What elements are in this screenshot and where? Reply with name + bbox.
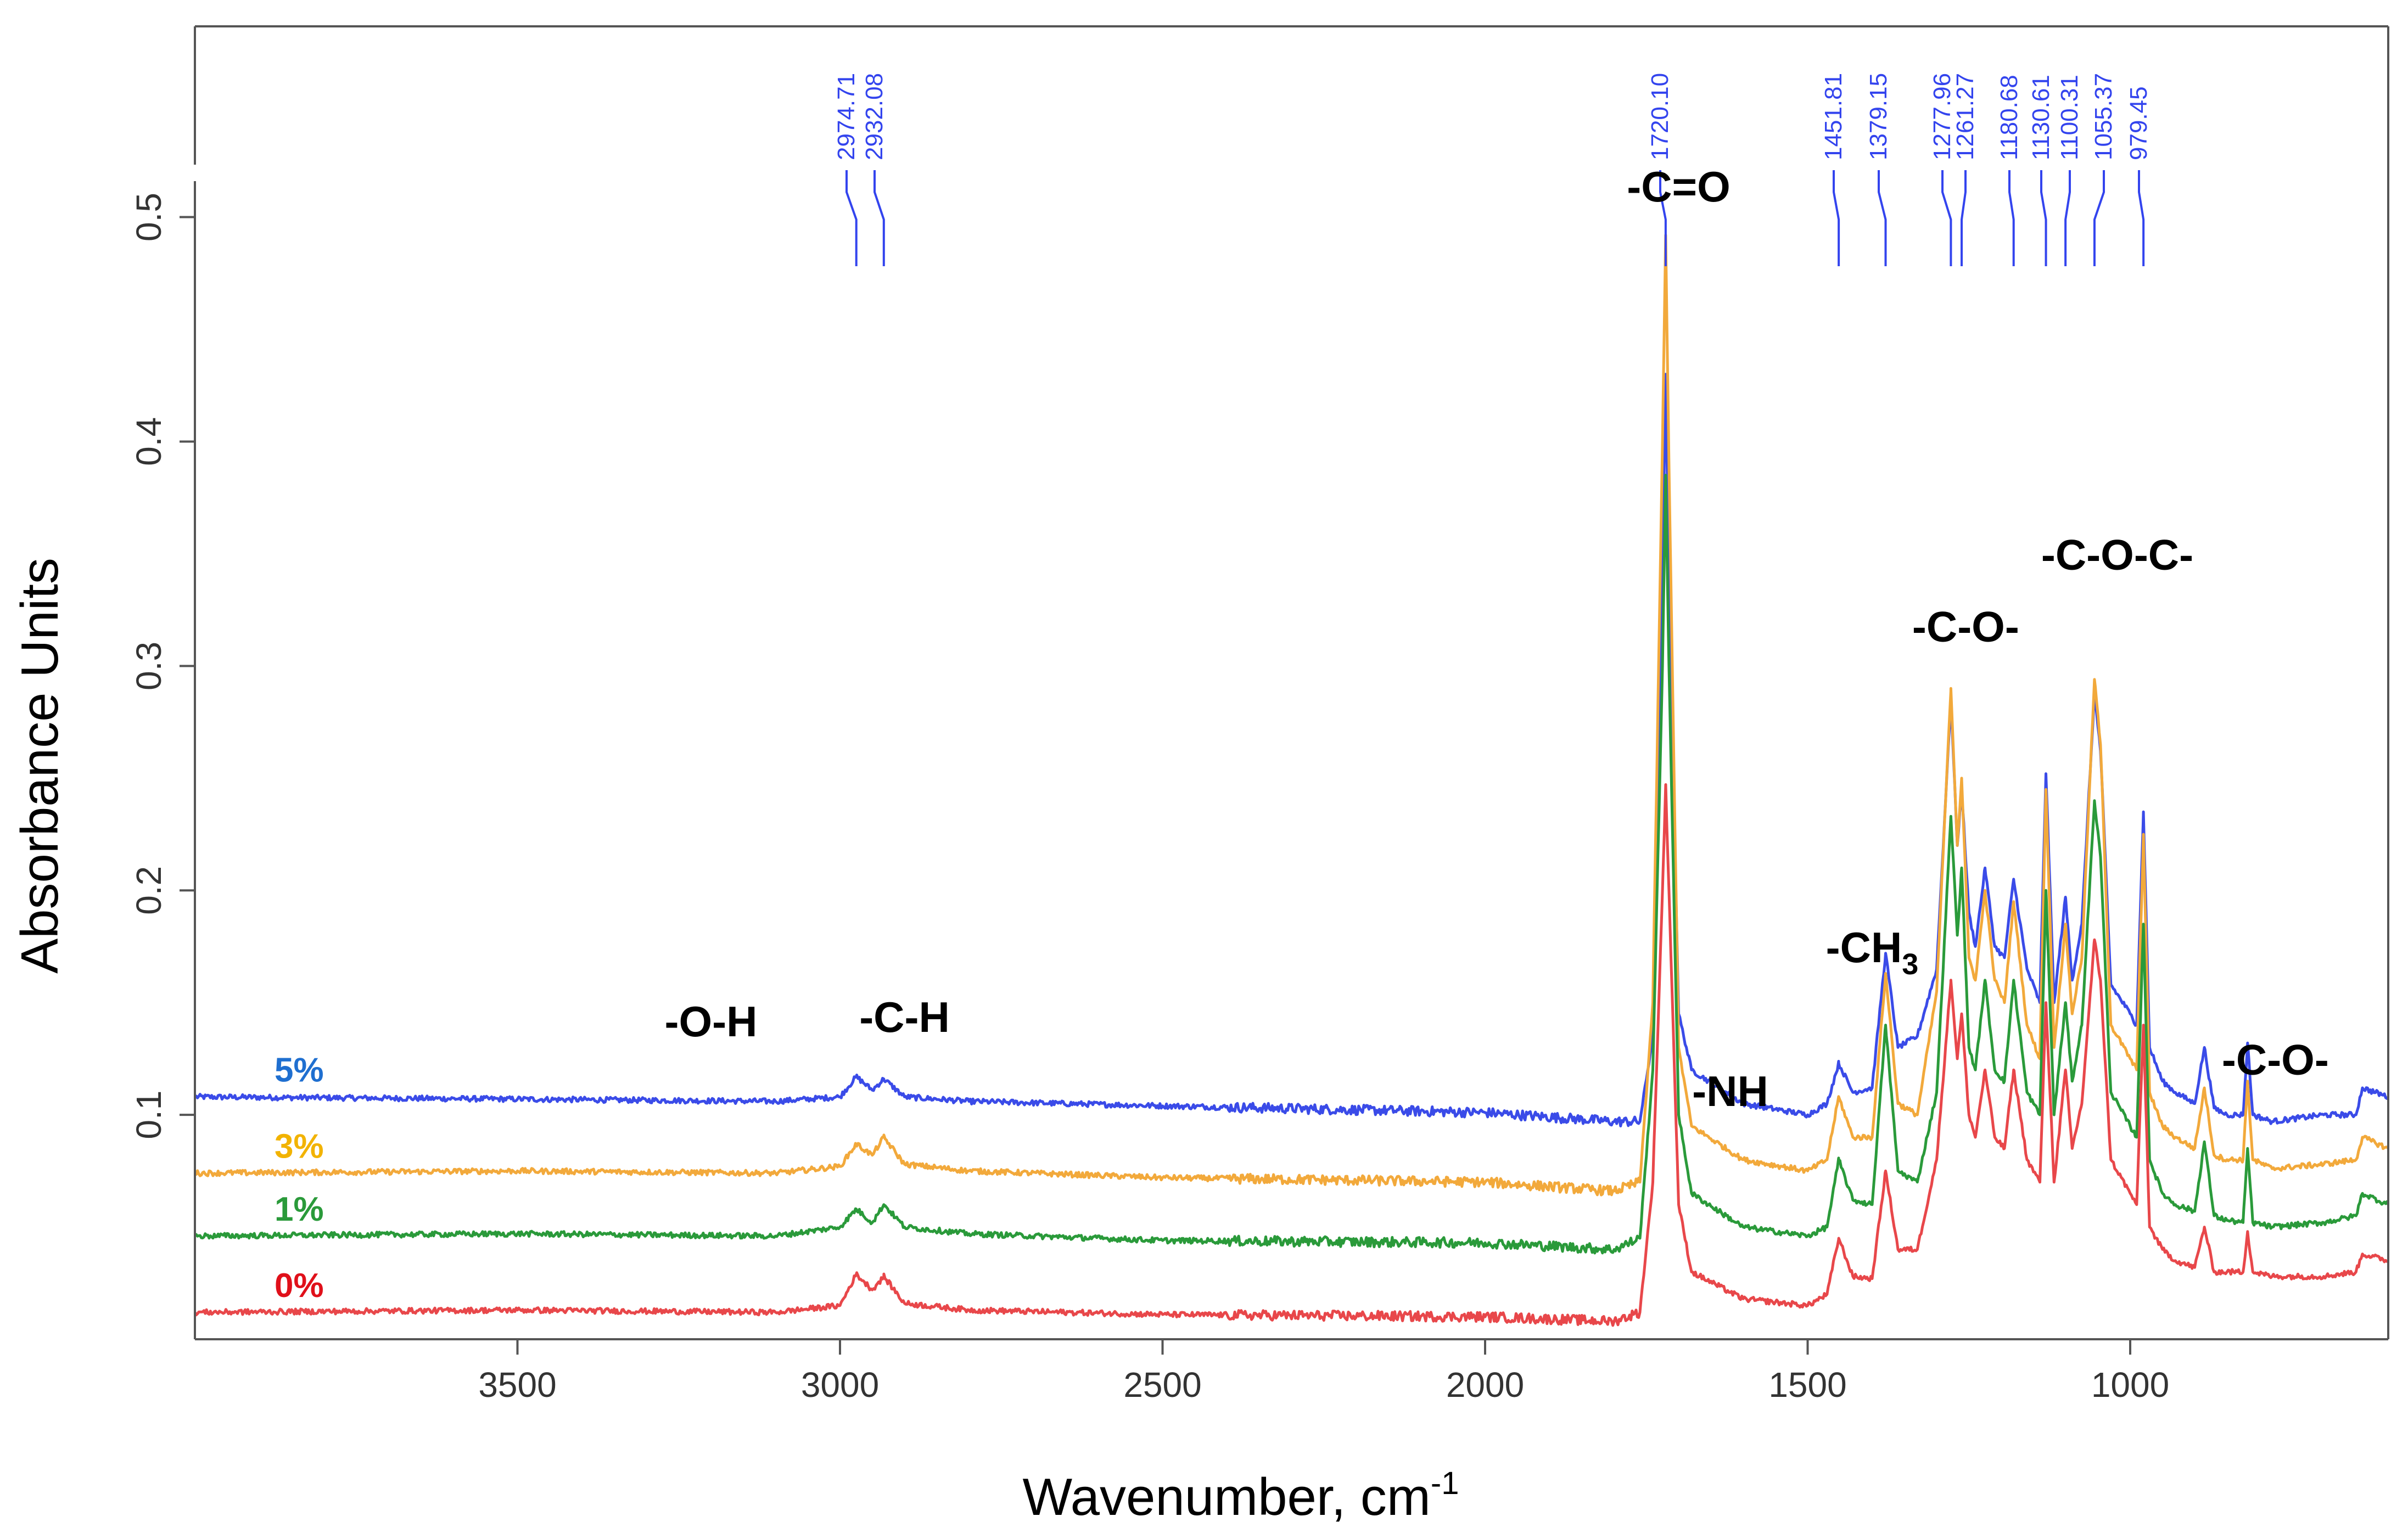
peak-marker-line	[2040, 170, 2047, 266]
peak-marker-label: 1055.37	[2090, 73, 2117, 160]
legend: 5% 3% 1% 0%	[275, 1051, 324, 1305]
y-tick-label: 0.4	[129, 417, 169, 466]
x-tick-label: 2500	[1123, 1365, 1201, 1405]
peak-marker: 1451.81	[1820, 73, 1847, 266]
x-tick-label: 2000	[1446, 1365, 1524, 1405]
peak-marker: 1277.96	[1929, 73, 1956, 266]
functional-group-label: -C-O-	[1912, 602, 2019, 650]
peak-marker-line	[2064, 170, 2071, 266]
functional-group-label: -NH	[1692, 1067, 1768, 1115]
peak-marker: 979.45	[2125, 86, 2152, 266]
legend-item-label: 5%	[275, 1051, 324, 1089]
x-tick-label: 3000	[801, 1365, 879, 1405]
y-tick-label: 0.3	[129, 642, 169, 690]
peak-marker: 1720.10	[1647, 73, 1673, 266]
peak-marker-label: 1130.61	[2028, 75, 2054, 160]
x-tick-label: 3500	[478, 1365, 556, 1405]
legend-item-label: 3%	[275, 1127, 324, 1165]
series-line-5pct	[194, 373, 2389, 1127]
peak-marker-label: 1100.31	[2056, 75, 2083, 160]
peak-marker-line	[2093, 170, 2105, 266]
peak-marker: 1180.68	[1996, 75, 2023, 266]
peak-marker: 2932.08	[861, 73, 888, 266]
x-tick-label: 1000	[2091, 1365, 2169, 1405]
peak-marker-line	[1659, 170, 1667, 266]
peak-marker-label: 1277.96	[1929, 73, 1956, 160]
functional-group-label: -C-O-C-	[2041, 531, 2193, 579]
functional-group-text: -C-H	[859, 993, 950, 1041]
series-line-1pct	[194, 474, 2390, 1255]
y-tick-label: 0.1	[129, 1091, 169, 1139]
legend-item-label: 1%	[275, 1191, 324, 1228]
legend-item-label: 0%	[275, 1267, 324, 1305]
y-tick-label: 0.5	[129, 193, 169, 242]
peak-marker-line	[873, 170, 885, 266]
peak-marker-line	[1878, 170, 1887, 266]
peak-marker-label: 1180.68	[1996, 75, 2023, 160]
series-line-3pct	[194, 233, 2389, 1197]
functional-group-text: -C-O-C-	[2041, 531, 2193, 579]
functional-group-label: -CH3	[1826, 923, 1919, 981]
peak-marker: 1261.27	[1952, 73, 1979, 266]
functional-group-text: -C=O	[1627, 162, 1731, 211]
peak-marker-label: 1451.81	[1820, 73, 1847, 160]
peak-marker-label: 979.45	[2125, 86, 2152, 160]
functional-group-label: -C-O-	[2222, 1036, 2329, 1084]
peak-marker-line	[1961, 170, 1967, 266]
peak-marker: 2974.71	[833, 73, 860, 266]
functional-group-text: -C-O-	[2222, 1036, 2329, 1084]
x-axis-title-main: Wavenumber, cm	[1023, 1468, 1431, 1526]
peak-marker-label: 1720.10	[1647, 73, 1673, 160]
axes-group: 3500 3000 2500 2000 1500 1000 0.1 0.2 0.3 0.4 0.5	[129, 25, 2389, 1405]
functional-group-text: -CH	[1826, 923, 1902, 972]
x-axis-title: Wavenumber, cm-1	[1023, 1465, 1459, 1526]
x-axis-title-superscript: -1	[1431, 1465, 1459, 1501]
peak-marker-label: 1261.27	[1952, 73, 1979, 160]
peak-marker: 1379.15	[1865, 73, 1892, 266]
spectrum-series-group	[193, 233, 2390, 1327]
peak-marker-line	[1941, 170, 1952, 266]
peak-markers-group: 2974.71 2932.08 1720.10 1451.81 1379.15 1277.…	[833, 73, 2152, 266]
functional-group-text: -O-H	[665, 997, 758, 1046]
peak-marker: 1055.37	[2090, 73, 2117, 266]
peak-marker-label: 2932.08	[861, 73, 888, 160]
functional-group-labels: -O-H -C-H -C=O -NH -CH3 -C-O- -C-O-C- -C-O-	[665, 162, 2329, 1115]
functional-group-label: -C=O	[1627, 162, 1731, 211]
y-tick-label: 0.2	[129, 866, 169, 915]
functional-group-text: -NH	[1692, 1067, 1768, 1115]
peak-marker: 1130.61	[2028, 75, 2054, 266]
y-axis-title: Absorbance Units	[10, 558, 69, 974]
peak-marker-line	[1833, 170, 1840, 266]
peak-marker-line	[2008, 170, 2015, 266]
x-tick-label: 1500	[1768, 1365, 1846, 1405]
peak-marker-label: 2974.71	[833, 73, 860, 160]
functional-group-label: -O-H	[665, 997, 758, 1046]
peak-marker-line	[845, 170, 858, 266]
functional-group-text: -C-O-	[1912, 602, 2019, 650]
functional-group-label: -C-H	[859, 993, 950, 1041]
functional-group-subscript: 3	[1902, 948, 1918, 981]
peak-marker-line	[2138, 170, 2145, 266]
peak-marker: 1100.31	[2056, 75, 2083, 266]
peak-marker-label: 1379.15	[1865, 73, 1892, 160]
series-line-0pct	[193, 783, 2389, 1327]
